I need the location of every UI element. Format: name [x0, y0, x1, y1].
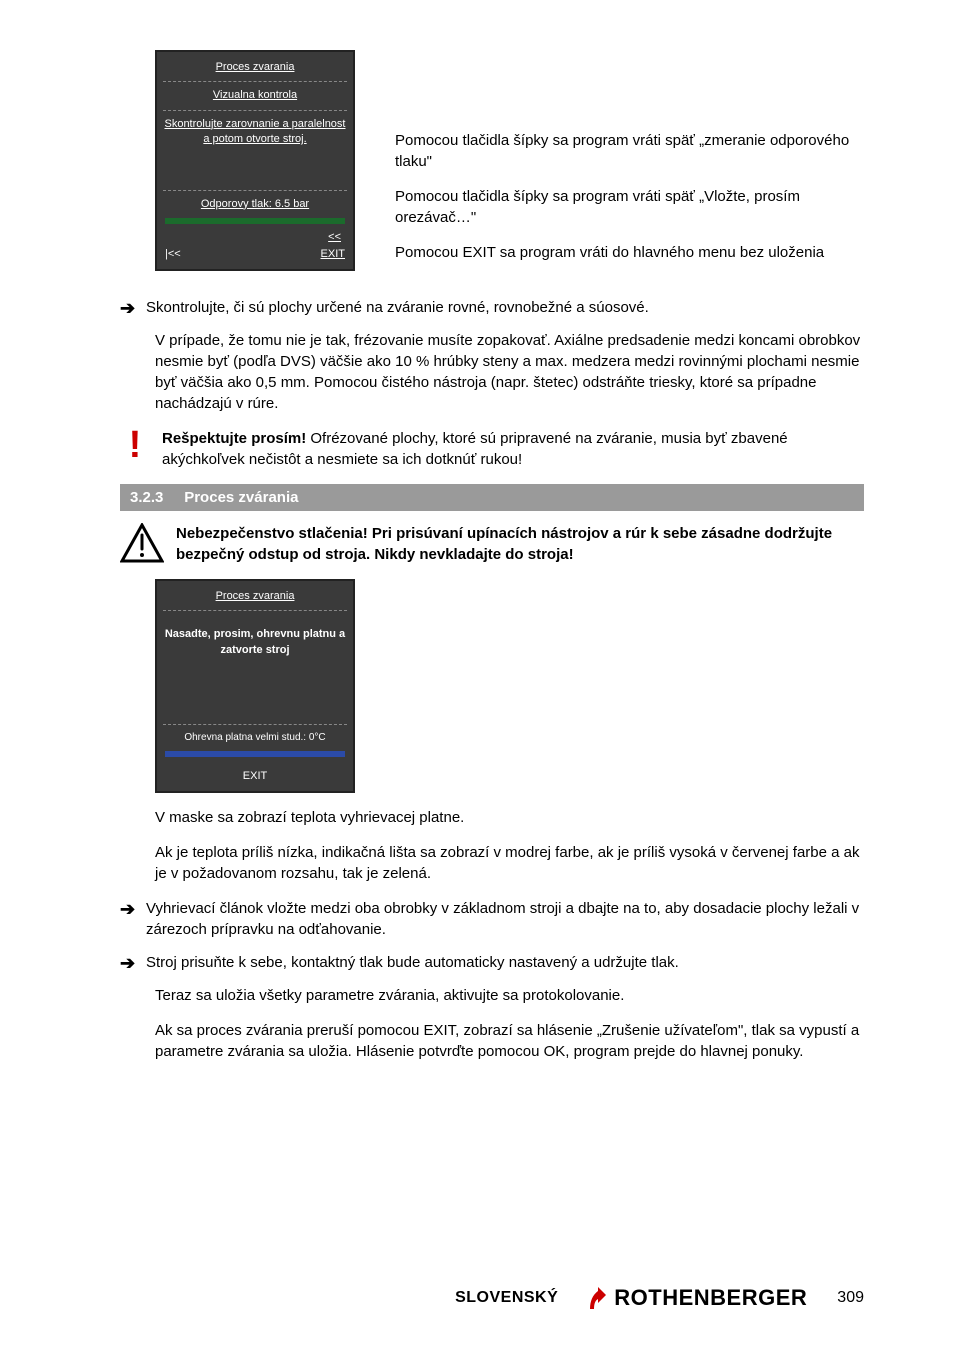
device-screen-2: Proces zvarania Nasadte, prosim, ohrevnu… — [155, 579, 355, 793]
footer-brand-text: ROTHENBERGER — [614, 1283, 807, 1314]
note-icon: ! — [120, 428, 150, 462]
ds1-line1: Vizualna kontrola — [163, 86, 347, 105]
top-p2: Pomocou tlačidla šípky sa program vráti … — [395, 186, 864, 228]
page-footer: SLOVENSKÝ ROTHENBERGER 309 — [0, 1283, 954, 1314]
body3: Ak je teplota príliš nízka, indikačná li… — [155, 842, 864, 884]
body1: V prípade, že tomu nie je tak, frézovani… — [155, 330, 864, 414]
arrow-icon: ➔ — [120, 954, 146, 973]
body4: Teraz sa uložia všetky parametre zvárani… — [155, 985, 864, 1006]
ds2-bar — [165, 751, 345, 757]
arrow-icon: ➔ — [120, 299, 146, 318]
body2: V maske sa zobrazí teplota vyhrievacej p… — [155, 807, 864, 828]
warning-text: Nebezpečenstvo stlačenia! Pri prisúvaní … — [176, 523, 864, 565]
ds1-foot-right: EXIT — [321, 247, 345, 262]
top-p1: Pomocou tlačidla šípky sa program vráti … — [395, 130, 864, 172]
top-p3: Pomocou EXIT sa program vráti do hlavnéh… — [395, 242, 864, 263]
ds2-temp: Ohrevna platna velmi stud.: 0°C — [163, 729, 347, 747]
body5: Ak sa proces zvárania preruší pomocou EX… — [155, 1020, 864, 1062]
note1-bold: Rešpektujte prosím! — [162, 430, 306, 447]
ds2-msg: Nasadte, prosim, ohrevnu platnu a zatvor… — [163, 625, 347, 660]
footer-page: 309 — [837, 1287, 864, 1309]
top-side-text: Pomocou tlačidla šípky sa program vráti … — [395, 50, 864, 277]
footer-lang: SLOVENSKÝ — [455, 1287, 558, 1309]
arrow2-text: Vyhrievací článok vložte medzi oba obrob… — [146, 898, 864, 940]
brand-arrow-icon — [588, 1287, 608, 1311]
footer-brand: ROTHENBERGER — [588, 1283, 807, 1314]
ds1-line2: Skontrolujte zarovnanie a paralelnost a … — [163, 115, 347, 150]
device-screen-1: Proces zvarania Vizualna kontrola Skontr… — [155, 50, 355, 271]
warning-icon — [120, 523, 164, 563]
ds2-title: Proces zvarania — [163, 587, 347, 606]
arrow1-text: Skontrolujte, či sú plochy určené na zvá… — [146, 297, 649, 318]
ds1-bar — [165, 218, 345, 224]
section-heading: 3.2.3 Proces zvárania — [120, 484, 864, 511]
ds1-mid: << — [163, 228, 347, 247]
ds1-title: Proces zvarania — [163, 58, 347, 77]
section-num: 3.2.3 — [130, 489, 163, 506]
ds1-foot-left: |<< — [165, 247, 181, 262]
arrow-icon: ➔ — [120, 900, 146, 940]
ds2-foot: EXIT — [165, 769, 345, 784]
arrow3-text: Stroj prisuňte k sebe, kontaktný tlak bu… — [146, 952, 679, 973]
note1: Rešpektujte prosím! Ofrézované plochy, k… — [162, 428, 864, 470]
ds1-bottom: Odporovy tlak: 6.5 bar — [163, 195, 347, 214]
section-title: Proces zvárania — [184, 489, 298, 506]
